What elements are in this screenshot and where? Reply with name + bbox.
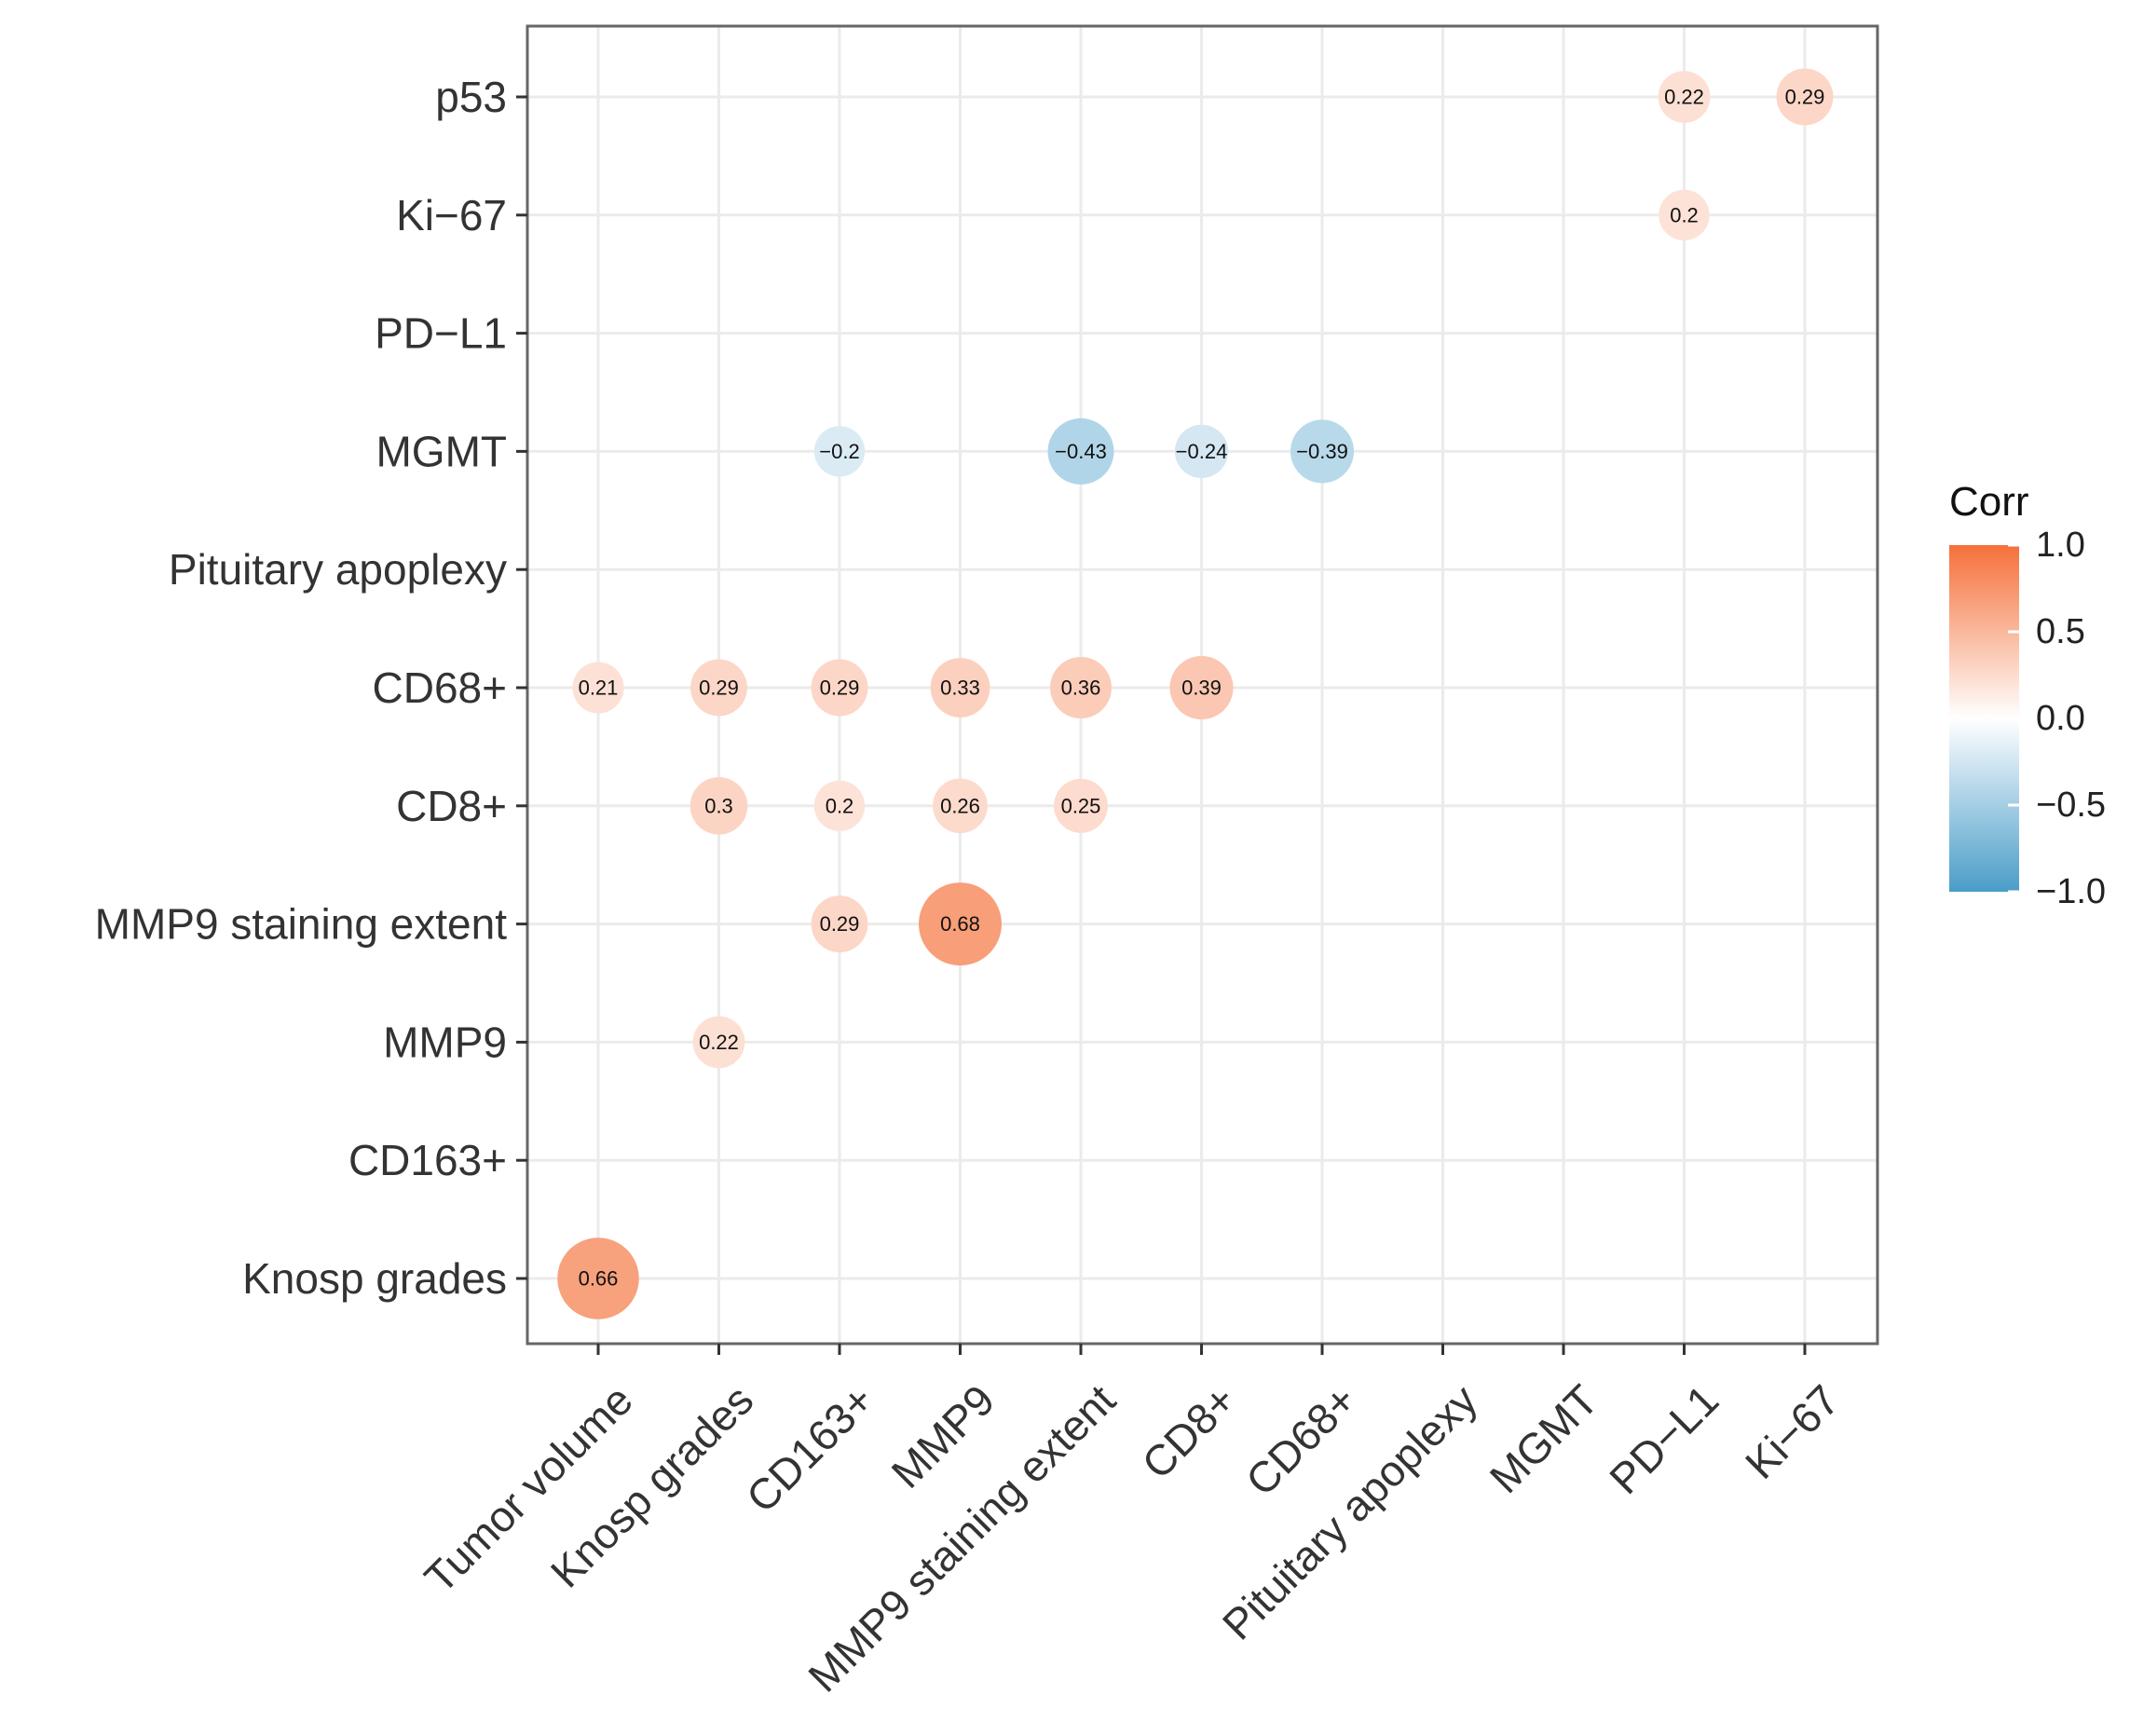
corr-circle-cd68-mmp9 (930, 658, 990, 718)
corr-value-label: 0.29 (1785, 86, 1825, 109)
corr-value-label: 0.25 (1061, 794, 1101, 817)
corr-circle-ki-67-pd-l1 (1659, 189, 1710, 240)
corr-circle-cd8-knosp-grades (690, 777, 748, 835)
corr-value-label: −0.2 (819, 440, 859, 463)
corr-value-label: 0.29 (820, 912, 860, 936)
corr-value-label: −0.39 (1296, 440, 1348, 463)
y-tick-label: MGMT (375, 427, 507, 475)
legend-tick-label: 0.5 (2036, 612, 2085, 651)
color-legend: Corr 1.0 0.5 0.0 −0.5 −1.0 (1949, 479, 2106, 911)
corr-circle-cd8-cd163 (813, 780, 866, 831)
x-tick-label: MGMT (1481, 1375, 1607, 1502)
legend-tick-label: −1.0 (2036, 872, 2106, 911)
corr-circle-cd8-mmp9-staining-extent (1054, 778, 1108, 833)
corr-value-label: 0.2 (826, 794, 854, 817)
corr-circle-mmp9-staining-extent-cd163 (811, 895, 868, 953)
corr-circle-p53-pd-l1 (1658, 71, 1711, 123)
corr-value-label: −0.43 (1055, 440, 1107, 463)
y-tick-label: CD163+ (348, 1136, 507, 1184)
corr-value-label: 0.39 (1181, 677, 1222, 700)
corr-value-label: 0.26 (940, 794, 980, 817)
y-tick-label: Knosp grades (242, 1254, 507, 1303)
corr-circle-cd8-mmp9 (933, 778, 988, 834)
corr-value-label: −0.24 (1176, 440, 1228, 463)
legend-tick-label: 1.0 (2036, 526, 2085, 565)
corr-value-label: 0.29 (699, 677, 739, 700)
y-tick-label: PD−L1 (375, 309, 507, 358)
y-tick-label: Ki−67 (396, 191, 507, 239)
y-tick-label: CD8+ (396, 782, 507, 830)
y-tick-label: MMP9 (383, 1018, 507, 1066)
x-tick-label: CD8+ (1132, 1375, 1245, 1488)
corr-circle-cd68-mmp9-staining-extent (1050, 657, 1112, 718)
x-tick-label: Tumor volume (415, 1375, 641, 1602)
corr-circle-p53-ki-67 (1776, 68, 1834, 126)
corr-circle-mmp9-knosp-grades (692, 1016, 745, 1069)
y-tick-label: MMP9 staining extent (95, 900, 508, 949)
corr-value-label: 0.2 (1670, 203, 1699, 226)
corr-circle-cd68-tumor-volume (572, 662, 624, 714)
corr-value-label: 0.66 (579, 1267, 619, 1291)
corr-circle-mmp9-staining-extent-mmp9 (919, 882, 1002, 966)
corr-circle-mgmt-mmp9-staining-extent (1047, 417, 1114, 485)
corr-circle-cd68-cd8 (1169, 655, 1234, 720)
corr-value-label: 0.21 (579, 677, 619, 700)
corr-value-label: 0.22 (1664, 86, 1704, 109)
y-tick-label: p53 (435, 73, 507, 121)
corr-circle-cd68-knosp-grades (690, 659, 747, 717)
legend-colorbar (1949, 545, 2019, 892)
y-axis: p53 Ki−67 PD−L1 MGMT Pituitary apoplexy CD68+… (95, 73, 527, 1303)
correlation-circles: 0.22 0.29 0.2 −0.2 −0.43 −0.24 −0.39 0.21 0.29 0.… (557, 68, 1834, 1319)
legend-ticks: 1.0 0.5 0.0 −0.5 −1.0 (2008, 526, 2106, 911)
corr-circle-cd68-cd163 (811, 659, 868, 717)
corr-value-label: 0.33 (940, 677, 980, 700)
y-tick-label: CD68+ (373, 663, 507, 712)
x-tick-label: PD−L1 (1600, 1375, 1727, 1503)
corr-value-label: 0.22 (699, 1031, 739, 1054)
corr-circle-mgmt-cd8 (1174, 424, 1229, 479)
x-tick-label: CD163+ (737, 1375, 883, 1522)
corr-value-label: 0.29 (820, 677, 860, 700)
y-tick-label: Pituitary apoplexy (169, 545, 507, 594)
legend-title: Corr (1949, 479, 2029, 525)
corr-circle-mgmt-cd68 (1290, 419, 1355, 484)
corr-value-label: 0.3 (704, 794, 733, 817)
corr-value-label: 0.68 (940, 912, 980, 936)
legend-tick-label: 0.0 (2036, 699, 2085, 738)
legend-tick-label: −0.5 (2036, 786, 2106, 825)
corr-circle-knosp-grades-tumor-volume (557, 1237, 639, 1319)
corr-circle-mgmt-cd163 (813, 426, 866, 477)
x-tick-label: Ki−67 (1736, 1375, 1849, 1488)
corr-value-label: 0.36 (1061, 677, 1101, 700)
